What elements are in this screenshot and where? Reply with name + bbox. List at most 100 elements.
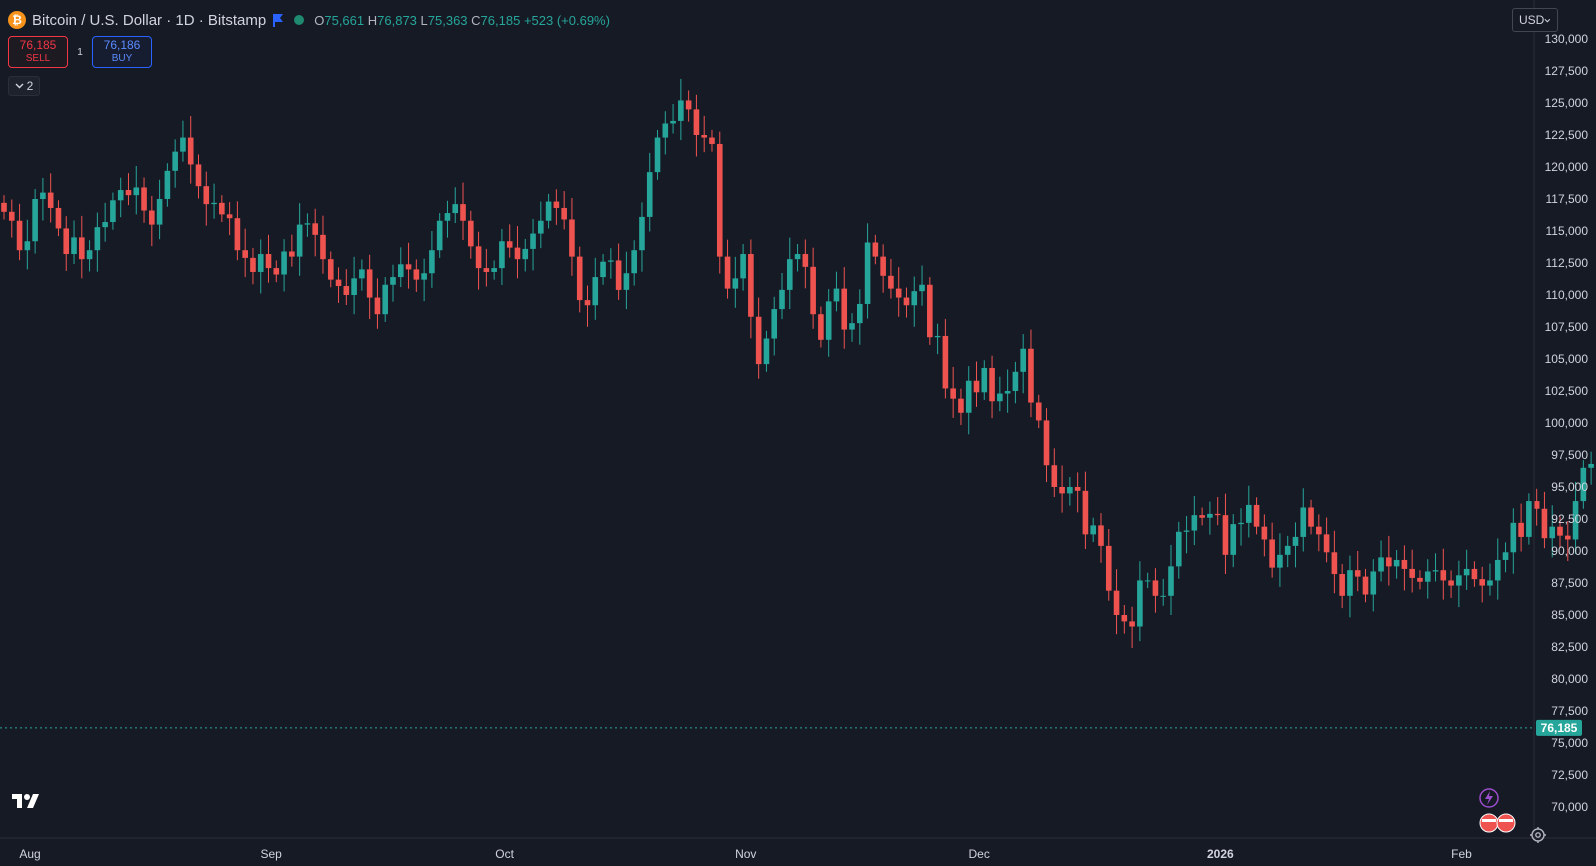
candle[interactable] <box>413 259 420 292</box>
candle[interactable] <box>701 115 707 153</box>
symbol-title[interactable]: Bitcoin / U.S. Dollar · 1D · Bitstamp <box>32 11 267 29</box>
candle[interactable] <box>296 203 303 276</box>
candle[interactable] <box>1035 394 1042 429</box>
candle[interactable] <box>685 90 692 122</box>
candle[interactable] <box>569 197 575 276</box>
candle[interactable] <box>499 228 505 286</box>
candle[interactable] <box>1424 559 1431 599</box>
candle[interactable] <box>530 218 536 271</box>
candle[interactable] <box>273 260 280 283</box>
candle[interactable] <box>1386 535 1392 586</box>
candle[interactable] <box>1051 448 1058 497</box>
candle[interactable] <box>716 131 723 274</box>
candle[interactable] <box>390 264 396 302</box>
candle[interactable] <box>506 224 513 258</box>
candle[interactable] <box>1277 533 1283 587</box>
candle[interactable] <box>156 179 163 240</box>
candle[interactable] <box>320 215 326 274</box>
currency-select[interactable]: USD <box>1512 8 1558 32</box>
candle[interactable] <box>1456 560 1462 608</box>
candle[interactable] <box>545 193 552 229</box>
candle[interactable] <box>1284 535 1291 568</box>
candle[interactable] <box>203 171 210 226</box>
candle[interactable] <box>405 242 412 289</box>
time-axis[interactable]: Aug Sep Oct Nov Dec 2026 Feb <box>19 847 1472 861</box>
candle[interactable] <box>79 215 85 279</box>
candle[interactable] <box>195 154 202 199</box>
candles-layer[interactable] <box>1 78 1596 754</box>
candle[interactable] <box>289 234 295 267</box>
candle[interactable] <box>1378 540 1384 582</box>
candle[interactable] <box>1 195 7 220</box>
candle[interactable] <box>1105 528 1112 601</box>
candle[interactable] <box>755 297 762 379</box>
candle[interactable] <box>102 202 108 242</box>
candle[interactable] <box>576 246 583 313</box>
flag-icon[interactable] <box>272 13 284 27</box>
candle[interactable] <box>265 234 272 283</box>
candle[interactable] <box>818 306 824 348</box>
candle[interactable] <box>592 257 599 320</box>
candle[interactable] <box>374 278 381 329</box>
candle[interactable] <box>997 376 1003 412</box>
candle[interactable] <box>1067 477 1073 506</box>
candle[interactable] <box>250 247 256 285</box>
candle[interactable] <box>1393 549 1400 579</box>
candle[interactable] <box>71 220 77 265</box>
candle[interactable] <box>810 247 816 329</box>
candle[interactable] <box>1059 465 1065 513</box>
candle[interactable] <box>257 239 264 294</box>
candle[interactable] <box>1557 516 1563 548</box>
candle[interactable] <box>133 165 140 215</box>
candle[interactable] <box>1432 553 1439 582</box>
candle[interactable] <box>934 323 941 355</box>
candle[interactable] <box>436 213 443 258</box>
candle[interactable] <box>397 247 404 288</box>
candle[interactable] <box>327 251 334 288</box>
candle[interactable] <box>965 366 972 435</box>
candle[interactable] <box>1261 514 1268 557</box>
candle[interactable] <box>1448 570 1454 598</box>
candle[interactable] <box>639 202 645 272</box>
tradingview-logo-icon[interactable] <box>12 792 44 810</box>
candle[interactable] <box>903 287 910 318</box>
gear-icon[interactable] <box>1529 826 1547 844</box>
candle[interactable] <box>1121 605 1128 634</box>
candle[interactable] <box>32 189 38 254</box>
candle[interactable] <box>1417 570 1423 590</box>
candle[interactable] <box>1300 488 1307 552</box>
candle[interactable] <box>1471 561 1478 587</box>
candle[interactable] <box>359 259 365 291</box>
candle[interactable] <box>1160 578 1167 606</box>
candle[interactable] <box>724 239 731 299</box>
candle[interactable] <box>584 285 591 327</box>
candle[interactable] <box>678 78 684 141</box>
candle[interactable] <box>919 265 925 306</box>
candle[interactable] <box>670 104 676 134</box>
candle[interactable] <box>1502 542 1509 573</box>
candle[interactable] <box>1292 522 1299 568</box>
candle[interactable] <box>538 201 544 249</box>
candle[interactable] <box>1191 495 1198 546</box>
candle[interactable] <box>1541 491 1548 549</box>
candle[interactable] <box>1269 522 1275 578</box>
candle[interactable] <box>927 277 933 345</box>
candle[interactable] <box>382 277 389 322</box>
candle[interactable] <box>802 239 809 289</box>
candle[interactable] <box>1526 493 1532 545</box>
candle[interactable] <box>1222 493 1229 575</box>
candle[interactable] <box>444 200 451 238</box>
candle[interactable] <box>1331 530 1338 594</box>
candle[interactable] <box>779 272 785 320</box>
candle[interactable] <box>561 191 567 230</box>
candle[interactable] <box>786 237 793 310</box>
candle[interactable] <box>125 173 132 206</box>
candle[interactable] <box>141 177 147 223</box>
candle[interactable] <box>950 366 956 418</box>
candle[interactable] <box>304 213 311 237</box>
candle[interactable] <box>172 139 178 188</box>
candle[interactable] <box>911 276 918 327</box>
candle[interactable] <box>600 254 606 285</box>
candle[interactable] <box>1253 497 1260 535</box>
